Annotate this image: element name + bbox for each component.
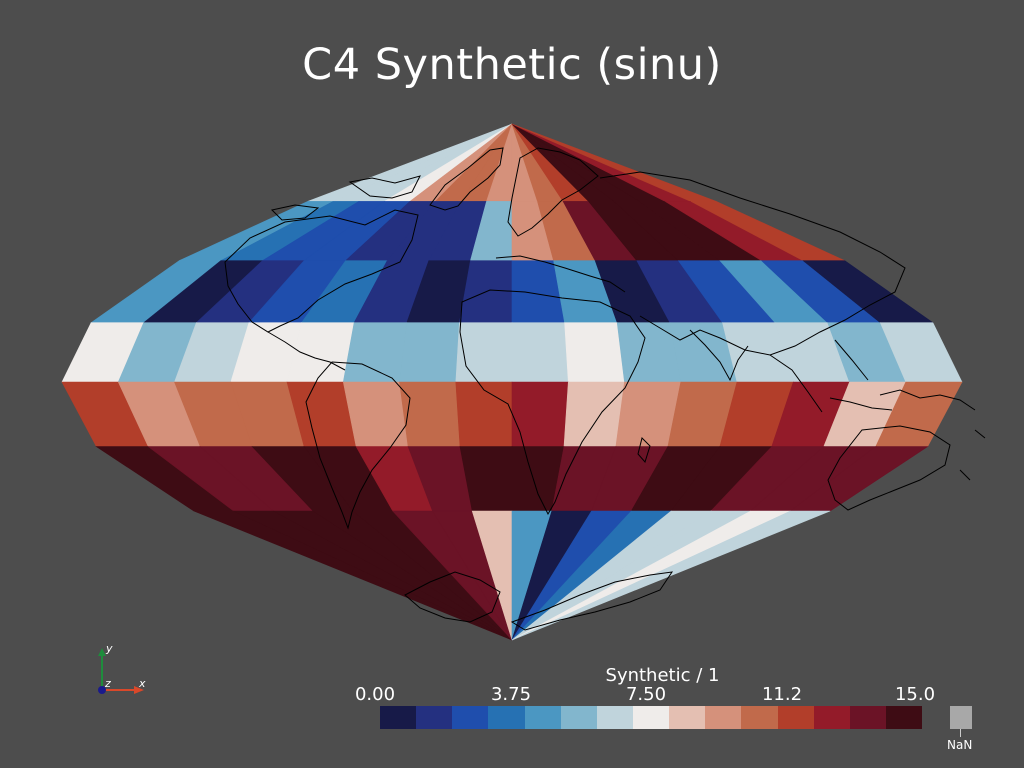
colorbar — [380, 706, 923, 729]
colorbar-tick-3: 11.2 — [761, 684, 803, 705]
colorbar-tick-4: 15.0 — [894, 684, 936, 705]
plot-title: C4 Synthetic (sinu) — [302, 40, 722, 90]
coastline-central-america — [267, 331, 346, 371]
colorbar-tick-2: 7.50 — [625, 684, 667, 705]
heatmap-cells — [61, 123, 963, 641]
heatmap-cell — [564, 322, 625, 383]
colorbar-swatch — [741, 706, 778, 729]
coastline-madagascar — [637, 437, 651, 464]
coastline-antarctica-west — [404, 571, 501, 623]
coastline-europe — [507, 147, 599, 237]
colorbar-swatch — [849, 706, 886, 729]
coastline-arctic-islands — [270, 175, 421, 221]
heatmap-cell — [511, 322, 569, 383]
colorbar-swatch — [416, 706, 453, 729]
colorbar-swatch — [885, 706, 923, 729]
heatmap-cell — [399, 381, 461, 447]
nan-color-swatch — [950, 706, 972, 729]
orientation-axes-widget: y x z — [98, 642, 146, 694]
coastline-southeast-asia — [769, 339, 869, 413]
colorbar-swatch — [705, 706, 742, 729]
z-axis-label: z — [104, 677, 111, 690]
coastline-australia — [827, 425, 951, 511]
heatmap-cell — [511, 381, 569, 447]
colorbar-tick-0: 0.00 — [354, 684, 396, 705]
heatmap-cell — [563, 381, 625, 447]
colorbar-swatch — [452, 706, 489, 729]
coastline-africa — [459, 289, 646, 516]
x-axis-label: x — [138, 677, 146, 690]
coastline-greenland — [429, 147, 504, 211]
colorbar-swatch — [524, 706, 561, 729]
colorbar-tick-1: 3.75 — [490, 684, 532, 705]
colorbar-swatch — [669, 706, 706, 729]
colorbar-swatch — [632, 706, 670, 729]
heatmap-cell — [342, 322, 408, 383]
nan-label: NaN — [947, 738, 973, 752]
coastline-asia-north — [599, 171, 906, 356]
heatmap-cell — [399, 322, 460, 383]
coastline-south-america — [305, 361, 411, 530]
colorbar-swatch — [813, 706, 850, 729]
colorbar-swatch — [488, 706, 525, 729]
coastline-antarctica-east — [510, 571, 674, 631]
colorbar-title: Synthetic / 1 — [605, 665, 720, 686]
colorbar-swatch — [596, 706, 633, 729]
coastline-mediterranean — [495, 255, 626, 293]
colorbar-swatch — [777, 706, 814, 729]
coastline-india — [689, 329, 749, 382]
heatmap-cell — [455, 381, 513, 447]
coastline-north-america — [224, 209, 419, 333]
heatmap-cell — [511, 510, 831, 641]
coastline-outlines — [224, 147, 986, 631]
colorbar-swatch — [560, 706, 597, 729]
y-axis-label: y — [105, 642, 113, 655]
coastline-indonesia — [829, 389, 976, 411]
z-axis-dot — [98, 686, 106, 694]
colorbar-swatch — [380, 706, 417, 729]
heatmap-cell — [455, 322, 513, 383]
x-axis-arrow — [134, 686, 144, 694]
nan-tick-mark — [960, 729, 961, 737]
coastline-new-zealand — [959, 429, 986, 481]
y-axis-arrow — [98, 648, 106, 656]
